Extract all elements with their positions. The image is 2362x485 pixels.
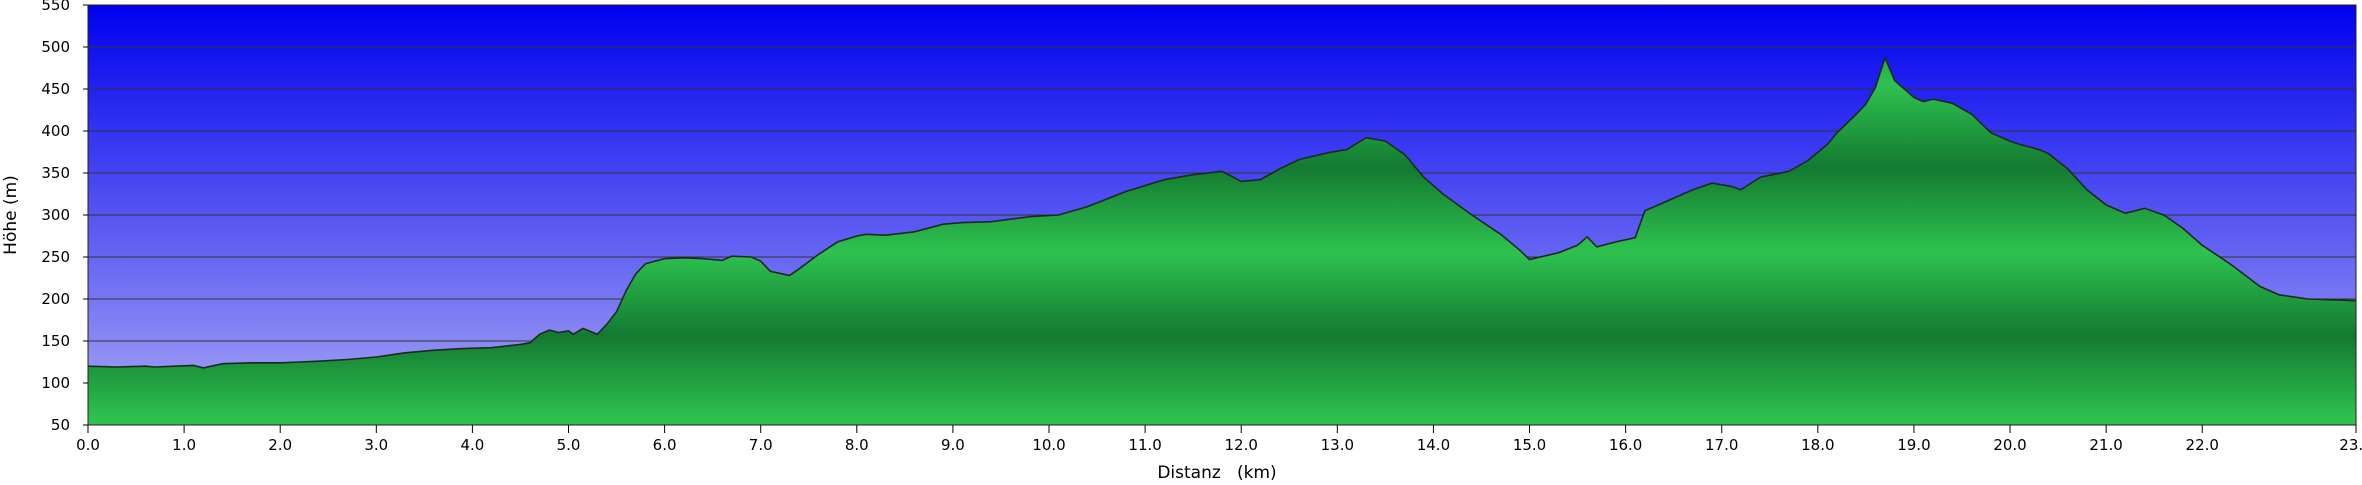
- x-axis: 0.0 1.0 2.0 3.0 4.0 5.0 6.0 7.0 8.0 9.0 10.0 11.0 12…: [76, 425, 2362, 454]
- y-tick-label: 500: [41, 38, 70, 56]
- x-tick-label: 12.0: [1225, 436, 1258, 454]
- x-tick-label: 6.0: [653, 436, 677, 454]
- x-tick-label: 14.0: [1417, 436, 1450, 454]
- x-tick-label: 20.0: [1993, 436, 2026, 454]
- x-tick-label: 21.0: [2089, 436, 2122, 454]
- elevation-line: [87, 55, 2357, 369]
- x-tick-label: 8.0: [845, 436, 869, 454]
- x-tick-label: 22.0: [2186, 436, 2219, 454]
- y-tick-label: 250: [41, 248, 70, 266]
- y-tick-label: 450: [41, 80, 70, 98]
- y-tick-label: 100: [41, 374, 70, 392]
- x-tick-label: 19.0: [1897, 436, 1930, 454]
- x-tick-label: 1.0: [172, 436, 196, 454]
- x-tick-label: 18.0: [1801, 436, 1834, 454]
- x-tick-label: 2.0: [268, 436, 292, 454]
- y-axis: 50 100 150 200 250 300 350 400 450 500 550: [41, 0, 88, 434]
- x-tick-label: 23.6: [2339, 436, 2362, 454]
- y-tick-label: 150: [41, 332, 70, 350]
- x-tick-label: 5.0: [557, 436, 581, 454]
- x-tick-label: 0.0: [76, 436, 100, 454]
- x-tick-label: 9.0: [941, 436, 965, 454]
- y-tick-label: 550: [41, 0, 70, 14]
- x-tick-label: 10.0: [1032, 436, 1065, 454]
- elevation-area: [88, 57, 2356, 426]
- x-tick-label: 7.0: [749, 436, 773, 454]
- x-tick-label: 13.0: [1321, 436, 1354, 454]
- y-tick-label: 400: [41, 122, 70, 140]
- x-tick-label: 15.0: [1513, 436, 1546, 454]
- x-tick-label: 16.0: [1609, 436, 1642, 454]
- y-tick-label: 50: [51, 416, 70, 434]
- y-tick-label: 200: [41, 290, 70, 308]
- y-tick-label: 300: [41, 206, 70, 224]
- x-tick-label: 3.0: [364, 436, 388, 454]
- x-tick-label: 17.0: [1705, 436, 1738, 454]
- x-tick-label: 11.0: [1128, 436, 1161, 454]
- y-axis-title: Höhe (m): [1, 175, 21, 255]
- x-tick-label: 4.0: [460, 436, 484, 454]
- x-axis-title: Distanz (km): [1157, 463, 1276, 483]
- y-tick-label: 350: [41, 164, 70, 182]
